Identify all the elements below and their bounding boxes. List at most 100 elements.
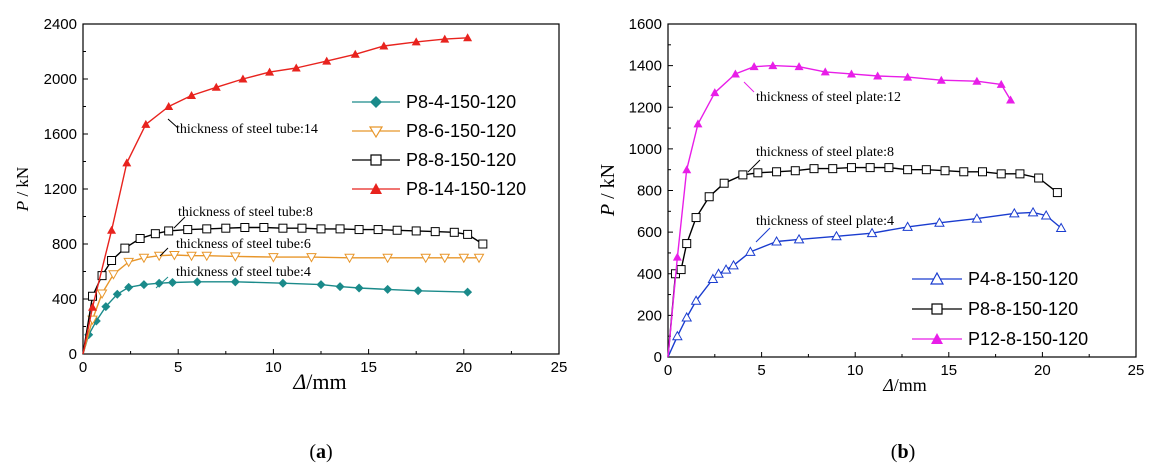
panel-a-axis-ticks: 0 5 10 15 20 25 0 400 800 1200 1600 2000 2400 [44,16,568,376]
panel-a-series-3-point [354,225,364,235]
panel-a-legend-label-3: P8-8-150-120 [406,150,516,170]
panel-b-series-1-point [1027,206,1039,217]
panel-a-series-4-point [141,119,151,128]
panel-b-y-tick-label: 600 [637,224,662,241]
panel-a-caption: (a) [309,441,332,463]
panel-b-series-2-point [738,170,748,180]
panel-a-annotation-8: thickness of steel tube:8 [178,205,313,220]
panel-a-series-2-point [123,257,135,268]
panel-a-series-2-point [382,253,393,264]
panel-a-legend-marker-3 [370,154,382,166]
panel-a-annotation-6-arrow [159,247,169,257]
panel-b-caption: (b) [891,441,915,463]
panel-a-series-2-point [268,253,279,263]
panel-a-series-1-point [413,286,423,296]
panel-b-series-3-point [1006,95,1016,104]
panel-b-annotation-12: thickness of steel plate:12 [756,90,901,105]
panel-b-series-line-3 [667,64,1012,358]
panel-a-series-1-point [112,289,122,299]
panel-a-series-line-1 [82,281,468,355]
panel-a-annotation-6: thickness of steel tube:6 [176,237,311,252]
panel-b-annotation-12-arrow [743,81,755,93]
panel-a-series-3-point [297,223,307,233]
panel-b-series-2-point [719,178,729,188]
panel-b-series-2-point [865,163,875,173]
panel-b-series-2-point [1034,173,1044,183]
panel-b-series-2-point [809,164,819,174]
panel-b-y-tick-label: 200 [637,307,662,324]
panel-b-series-1-point [690,295,702,305]
panel-b-series-1-point [866,227,878,238]
panel-b-series-2-point [753,168,763,178]
panel-a-annotation-14-arrow [167,118,179,129]
panel-a-series-4-point [440,34,450,43]
panel-a-series-4-point [265,67,275,76]
panel-a-series-3-point [449,227,459,237]
panel-a-series-3-point [202,224,212,234]
panel-a-series-1-point [278,278,288,288]
panel-a-legend-marker-2 [368,126,384,139]
panel-b-legend: P4-8-150-120 P8-8-150-120 P12-8-150-120 [912,269,1088,349]
panel-b-x-tick-label: 10 [847,362,864,379]
panel-b-series-1-point [831,230,842,241]
panel-a-y-tick-label: 2400 [44,16,77,33]
panel-b-legend-label-3: P12-8-150-120 [968,329,1088,349]
panel-b-x-tick-label: 25 [1128,362,1145,379]
panel-a-series-2-point [439,253,451,264]
panel-a-series-4-point [350,49,360,58]
panel-b-series-2-point [959,167,969,177]
panel-a-series-2-point [108,270,119,280]
panel-a-legend-label-2: P8-6-150-120 [406,121,516,141]
panel-a-x-tick-label: 0 [79,359,87,376]
panel-b-series-3-point [903,72,913,81]
panel-b-series-3-point [768,61,778,70]
panel-a-y-tick-label: 800 [52,236,77,253]
panel-b-legend-marker-2 [931,303,943,315]
panel-b-legend-marker-3 [931,333,943,344]
panel-b-series-1-point [793,233,805,244]
panel-a-annotation-8-arrow [173,216,186,229]
panel-b-annotation-4-arrow [755,227,771,243]
panel-a-series-3-point [120,243,130,253]
panel-a-series-2-point [473,253,485,264]
panel-a-series-3-point [88,291,98,301]
panel-b-series-2-point [1015,169,1025,179]
panel-b-series-2-point [704,192,714,202]
panel-b-series-3-point [730,69,740,78]
panel-a-series-3-point [240,223,250,232]
panel-b-chart: 0 5 10 15 20 2502004006008001000120014001600 … [597,16,1144,463]
panel-b-series-3-point [672,252,682,261]
panel-a-series-4-point [211,82,221,91]
panel-b-series-2-point [682,239,692,249]
panel-b-series-3-point [996,79,1006,88]
panel-b-series-1-point [1008,207,1020,218]
panel-b-y-tick-label: 1200 [629,99,662,116]
panel-a-series-3-point [150,229,160,239]
panel-b-series-group [667,61,1067,358]
panel-b-series-3-point [972,76,982,85]
panel-a-x-tick-label: 10 [265,359,282,376]
panel-b-y-tick-label: 0 [654,349,662,366]
panel-b-legend-label-1: P4-8-150-120 [968,269,1078,289]
panel-b-legend-marker-1 [929,271,945,285]
panel-a-series-2-point [96,289,108,300]
panel-b-series-3-point [749,62,759,71]
panel-a-series-1-point [463,287,473,297]
panel-b-series-2-point [846,163,856,173]
panel-b-series-1-point [971,213,983,223]
panel-b-x-tick-label: 20 [1034,362,1051,379]
panel-a-series-4-point [164,102,174,110]
panel-a-y-axis-label: P / kN [13,167,32,212]
panel-a-series-1-point [167,278,177,287]
panel-a-series-3-point [478,239,488,249]
panel-b-y-tick-label: 1400 [629,58,662,75]
panel-b-y-tick-label: 800 [637,183,662,200]
panel-a-series-3-point [335,224,345,234]
panel-b-series-1-point [745,246,756,256]
panel-a-series-group [82,33,488,355]
panel-b-series-2-point [977,167,987,177]
panel-a-series-4-point [122,158,132,167]
panel-b-series-1-point [1040,209,1052,220]
panel-b-y-tick-label: 1000 [629,141,662,158]
